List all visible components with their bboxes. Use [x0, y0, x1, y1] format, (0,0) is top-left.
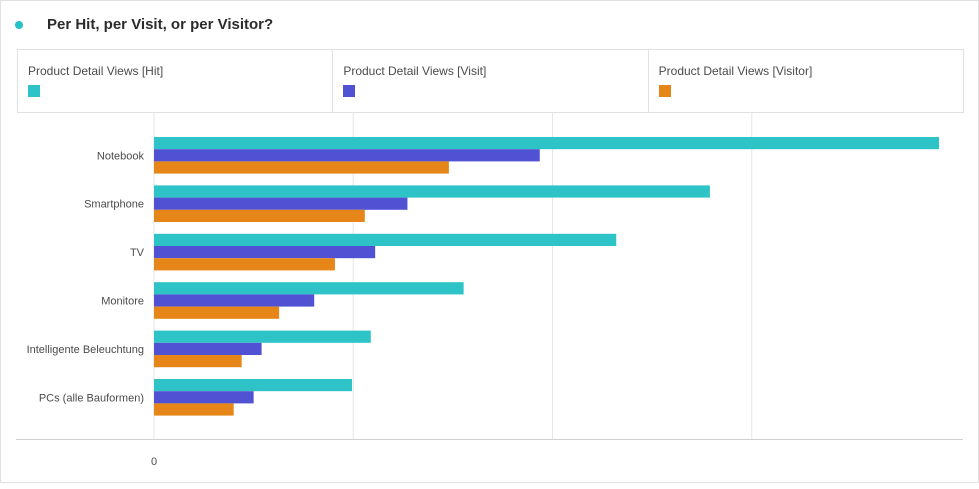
legend-label-visitor: Product Detail Views [Visitor] [658, 64, 813, 78]
category-label: Monitore [101, 296, 144, 308]
bar-hit [154, 282, 464, 295]
x-tick-label: 0 [151, 456, 157, 468]
legend-item-visit[interactable]: Product Detail Views [Visit] [333, 50, 649, 112]
bar-visitor [154, 209, 365, 222]
bar-visitor [154, 161, 449, 174]
chart-legend: Product Detail Views [Hit] Product Detai… [17, 49, 964, 113]
category-label: Notebook [97, 150, 145, 162]
bar-visit [154, 197, 408, 210]
legend-swatch-visit [343, 85, 356, 97]
legend-swatch-visitor [658, 85, 671, 97]
bar-visit [154, 294, 315, 307]
bar-visitor [154, 258, 335, 271]
bar-visitor [154, 355, 242, 368]
bar-visit [154, 149, 540, 162]
bar-visitor [154, 306, 280, 319]
panel-title: Per Hit, per Visit, or per Visitor? [47, 16, 274, 33]
bar-visit [154, 342, 262, 355]
bar-visit [154, 391, 254, 404]
legend-swatch-hit [28, 85, 40, 97]
bar-hit [154, 137, 940, 150]
bar-hit [154, 233, 617, 246]
legend-label-hit: Product Detail Views [Hit] [28, 64, 164, 78]
panel-header: Per Hit, per Visit, or per Visitor? [1, 1, 978, 49]
legend-item-hit[interactable]: Product Detail Views [Hit] [18, 50, 334, 112]
category-label: Intelligente Beleuchtung [27, 344, 144, 356]
category-label: PCs (alle Bauformen) [39, 392, 144, 404]
bar-visitor [154, 403, 234, 416]
bar-hit [154, 379, 353, 392]
status-dot-icon [15, 21, 23, 29]
legend-label-visit: Product Detail Views [Visit] [343, 64, 487, 78]
legend-item-visitor[interactable]: Product Detail Views [Visitor] [649, 50, 963, 112]
category-label: Smartphone [84, 199, 144, 211]
bar-visit [154, 246, 376, 259]
bar-hit [154, 330, 371, 343]
category-label: TV [130, 247, 145, 259]
bar-hit [154, 185, 710, 198]
